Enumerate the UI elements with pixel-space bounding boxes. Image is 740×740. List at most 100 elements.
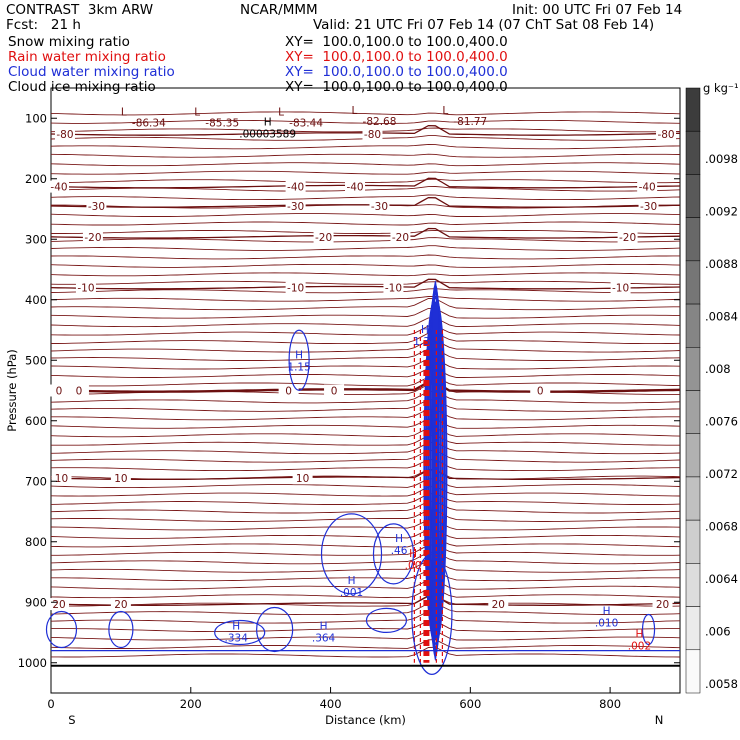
x-axis-title: Distance (km) (325, 713, 406, 727)
colorbar-tick-label: .0068 (705, 520, 738, 534)
field-label-ice: Cloud ice mixing ratio (8, 79, 156, 95)
background-contour-line (50, 449, 681, 463)
temperature-contour-label: -80 (364, 129, 381, 141)
contour-label-bg (610, 281, 631, 294)
background-contour-line (50, 551, 681, 565)
contour-label-bg (68, 384, 89, 397)
temperature-contour-label: 20 (52, 599, 65, 611)
contour-label-bg (49, 180, 69, 193)
background-contour-line (50, 317, 681, 328)
background-contour-line (50, 153, 681, 158)
cloud-water-cell (256, 606, 294, 653)
colorbar-segment (685, 606, 701, 651)
y-tick-label: 100 (25, 111, 47, 125)
contour-label-bg (362, 127, 383, 140)
maximum-label: 1.15 (287, 362, 310, 374)
maximum-label: .334 (225, 633, 249, 645)
temperature-contour-label: 10 (114, 473, 127, 485)
minimum-label: -86.34 (132, 117, 166, 129)
colorbar-segment (685, 217, 701, 262)
colorbar-tick-label: .0076 (705, 415, 738, 429)
field-label-cloud: Cloud water mixing ratio (8, 64, 175, 80)
rain-water-core (413, 330, 443, 663)
x-tick-label: 0 (47, 697, 54, 711)
maximum-label: .46 (391, 545, 408, 557)
colorbar-segment (685, 174, 701, 218)
maximum-label: .010 (595, 617, 618, 629)
contour-label-bg (292, 472, 313, 485)
temperature-contour-label: -20 (84, 232, 101, 244)
temperature-contour-20 (50, 595, 681, 606)
maximum-label: .00 (405, 560, 422, 572)
background-contour-line (51, 434, 680, 446)
contour-label-bg (110, 598, 131, 611)
contour-label-bg (110, 472, 131, 485)
temperature-contour-label: -40 (346, 182, 363, 194)
temperature-contour-label: -30 (287, 201, 304, 213)
colorbar-segment (685, 433, 701, 478)
colorbar-tick-label: .0084 (705, 310, 738, 324)
colorbar-tick-label: .0098 (705, 152, 738, 166)
cloud-water-cell (288, 329, 310, 391)
cloud-water-cell (108, 610, 134, 649)
background-contour-line (50, 486, 681, 497)
background-contour-line (50, 194, 681, 201)
background-contour-line (50, 170, 681, 175)
background-contour-line (50, 111, 681, 116)
temperature-contour-label: -10 (612, 283, 629, 295)
cloud-water-cell (411, 553, 453, 675)
contour-label-bg (345, 180, 366, 193)
contour-label-bg (369, 199, 390, 212)
field-label-rain: Rain water mixing ratio (8, 49, 166, 65)
contour-label-bg (617, 230, 638, 243)
contour-label-bg (54, 127, 75, 140)
contour-label-bg (278, 384, 299, 397)
background-contour-line (50, 560, 681, 573)
valid-label: Valid: 21 UTC Fri 07 Feb 14 (07 ChT Sat … (313, 17, 655, 33)
background-contour-line (50, 178, 681, 184)
y-tick-label: 300 (25, 232, 47, 246)
y-tick-label: 700 (25, 474, 47, 488)
temperature-contour-label: -10 (77, 283, 94, 295)
y-axis-title: Pressure (hPa) (5, 349, 19, 432)
field-xy-rain: XY= 100.0,100.0 to 100.0,400.0 (285, 49, 508, 65)
x-tick-label: 800 (599, 697, 621, 711)
contour-label-bg (285, 281, 306, 294)
background-contour-line (51, 646, 681, 658)
y-tick-label: 200 (25, 172, 47, 186)
contour-label-bg (49, 598, 69, 611)
colorbar-segment (685, 87, 701, 132)
maximum-label: .002 (628, 640, 651, 652)
temperature-contour-label: 0 (285, 386, 292, 398)
maximum-marker: H (409, 548, 417, 560)
maximum-marker: H (264, 117, 272, 129)
colorbar-tick-label: .0092 (705, 205, 738, 219)
maximum-label: .364 (312, 633, 336, 645)
x-tick-label: 600 (459, 697, 481, 711)
temperature-contour-0 (50, 380, 681, 393)
background-contour-line (51, 408, 680, 421)
colorbar-segment (685, 303, 701, 348)
y-tick-label: 500 (25, 353, 47, 367)
minimum-marker: L (442, 105, 448, 117)
y-tick-label: 400 (25, 293, 47, 307)
contour-label-bg (313, 230, 334, 243)
background-contour-line (51, 595, 681, 607)
background-contour-line (50, 307, 681, 319)
background-contour-line (50, 339, 681, 353)
x-end-label-right: N (655, 713, 664, 727)
background-contour-line (51, 544, 681, 556)
y-tick-label: 900 (25, 595, 47, 609)
temperature-contour--10 (50, 278, 681, 290)
y-tick-label: 800 (25, 535, 47, 549)
colorbar-tick-label: .0088 (705, 257, 738, 271)
background-contour-line (50, 579, 681, 590)
colorbar-segment (685, 649, 701, 694)
background-contour-line (50, 119, 681, 124)
x-tick-label: 400 (320, 697, 342, 711)
background-contour-line (50, 296, 681, 302)
temperature-contour--40 (50, 177, 681, 189)
colorbar-tick-label: .0058 (705, 677, 738, 691)
temperature-contour-label: 0 (331, 386, 338, 398)
maximum-marker: H (421, 324, 429, 336)
